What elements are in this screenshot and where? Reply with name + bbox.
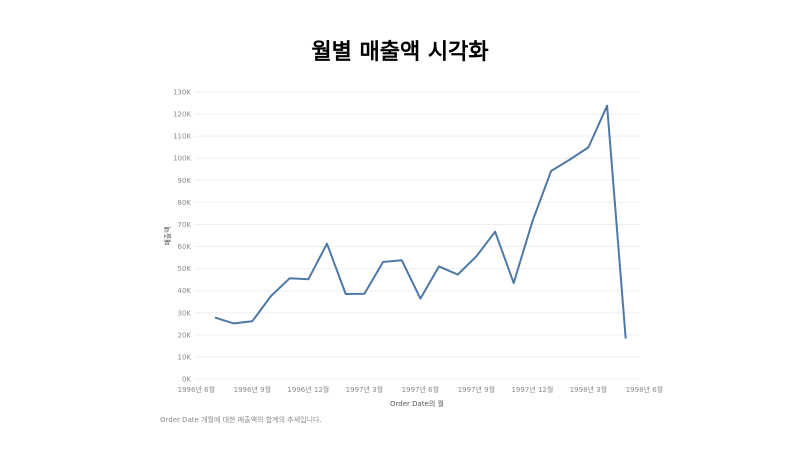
x-tick-label: 1997년 6월 xyxy=(402,385,439,394)
y-tick-label: 40K xyxy=(178,287,192,295)
x-axis-title: Order Date의 월 xyxy=(390,399,444,408)
y-axis-title: 매출액 xyxy=(163,226,172,245)
series-line xyxy=(214,104,627,339)
y-tick-label: 60K xyxy=(178,243,192,251)
gridlines xyxy=(195,91,640,380)
y-tick-label: 50K xyxy=(178,265,192,273)
y-tick-label: 130K xyxy=(173,89,191,97)
x-tick-label: 1997년 9월 xyxy=(458,385,495,394)
y-tick-label: 70K xyxy=(178,221,192,229)
x-tick-label: 1997년 3월 xyxy=(346,385,383,394)
y-tick-label: 30K xyxy=(178,309,192,317)
x-tick-label: 1996년 6월 xyxy=(178,385,215,394)
y-tick-label: 120K xyxy=(173,111,191,119)
series-layer xyxy=(214,104,627,339)
y-tick-label: 90K xyxy=(178,177,192,185)
chart-footnote: Order Date 개월에 대한 매출액의 합계의 추세입니다. xyxy=(160,416,322,424)
x-tick-label: 1996년 9월 xyxy=(234,385,271,394)
y-tick-label: 80K xyxy=(178,199,192,207)
x-tick-label: 1997년 12월 xyxy=(511,385,553,394)
x-tick-label: 1998년 6월 xyxy=(626,385,663,394)
y-tick-label: 10K xyxy=(178,353,192,361)
y-tick-label: 20K xyxy=(178,331,192,339)
x-tick-label: 1996년 12월 xyxy=(287,385,329,394)
y-tick-label: 100K xyxy=(173,155,191,163)
y-tick-label: 0K xyxy=(182,376,191,384)
y-tick-label: 110K xyxy=(173,133,191,141)
x-tick-label: 1998년 3월 xyxy=(570,385,607,394)
x-axis-ticks: 1996년 6월 1996년 9월 1996년 12월 1997년 3월 1997년 6… xyxy=(178,385,663,394)
y-axis-ticks: 0K 10K 20K 30K 40K 50K 60K 70K 80K 90K 100K 110K 120… xyxy=(173,89,191,384)
chart-title: 월별 매출액 시각화 xyxy=(311,40,489,65)
